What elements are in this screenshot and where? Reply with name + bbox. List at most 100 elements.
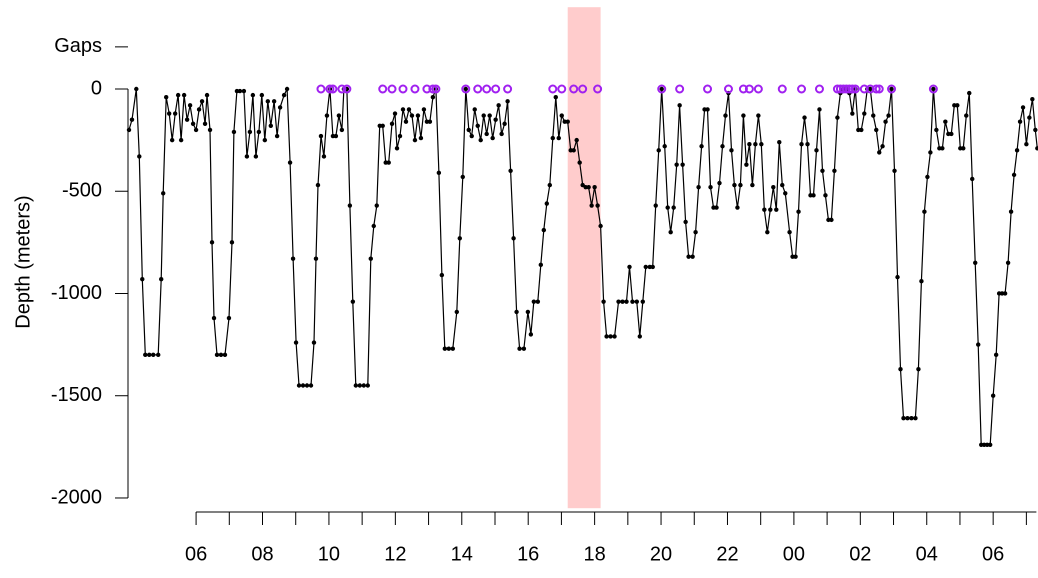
depth-point (412, 137, 418, 143)
depth-point (380, 123, 385, 129)
gap-marker (835, 84, 845, 94)
depth-point (147, 352, 152, 358)
x-tick-label: 20 (650, 543, 672, 565)
y-tick-label: -2000 (51, 486, 102, 508)
depth-point (817, 107, 822, 112)
x-tick-label: 04 (916, 543, 938, 565)
depth-point (463, 86, 468, 92)
depth-point (535, 299, 541, 304)
depth-point (993, 352, 999, 358)
depth-point (735, 205, 740, 210)
depth-point (1002, 291, 1008, 296)
depth-point (478, 137, 483, 143)
depth-point (777, 139, 782, 145)
depth-point (871, 113, 876, 118)
depth-point (577, 160, 582, 165)
depth-point (321, 154, 327, 159)
depth-point (922, 209, 927, 214)
depth-point (653, 203, 658, 208)
depth-point (389, 121, 395, 126)
depth-point (262, 137, 268, 143)
depth-point (496, 103, 501, 108)
depth-point (774, 207, 779, 212)
gap-marker (316, 84, 326, 94)
depth-point (747, 142, 752, 147)
depth-point (1017, 119, 1023, 124)
depth-point (589, 203, 594, 208)
gap-marker (850, 84, 860, 94)
depth-point (656, 148, 661, 153)
depth-point (284, 86, 290, 92)
depth-point (324, 113, 330, 118)
x-tick-label: 16 (517, 543, 539, 565)
depth-point (204, 92, 210, 98)
depth-point (214, 352, 220, 358)
depth-point (508, 168, 513, 173)
depth-point (556, 135, 561, 141)
depth-point (250, 92, 256, 98)
depth-point (699, 144, 704, 149)
depth-point (538, 262, 544, 268)
depth-point (802, 115, 807, 120)
depth-point (392, 111, 398, 116)
depth-point (799, 142, 804, 147)
depth-point (421, 107, 427, 112)
depth-point (528, 332, 534, 337)
x-tick-label: 08 (251, 543, 273, 565)
depth-point (832, 168, 837, 173)
depth-point (439, 272, 445, 278)
depth-point (1030, 97, 1035, 102)
gap-marker (844, 84, 854, 94)
depth-point (665, 205, 670, 210)
depth-point (436, 170, 442, 176)
depth-point (347, 203, 353, 208)
depth-point (765, 229, 770, 235)
gap-marker (503, 84, 513, 94)
depth-point (738, 182, 743, 188)
depth-point (256, 129, 262, 135)
depth-point (674, 162, 679, 167)
depth-point (247, 129, 253, 135)
depth-point (271, 99, 277, 104)
depth-point (620, 299, 625, 304)
depth-point (166, 111, 172, 116)
x-tick-label: 02 (849, 543, 871, 565)
gap-marker (473, 84, 483, 94)
y-tick-label: -1500 (51, 384, 102, 406)
depth-point (616, 299, 621, 304)
depth-point (970, 176, 975, 182)
depth-point (268, 123, 274, 129)
depth-point (662, 144, 667, 149)
gap-marker (841, 84, 851, 94)
depth-point (650, 264, 655, 270)
depth-point (796, 209, 801, 214)
depth-point (608, 334, 613, 339)
depth-point (484, 131, 489, 137)
depth-point (574, 137, 579, 143)
depth-point (964, 113, 969, 118)
depth-point (181, 92, 187, 98)
depth-point (161, 191, 166, 196)
depth-point (892, 168, 897, 173)
depth-point (598, 223, 603, 229)
depth-point (880, 144, 885, 149)
depth-point (386, 160, 391, 165)
depth-point (475, 123, 480, 129)
gap-marker (431, 84, 441, 94)
depth-point (553, 94, 558, 100)
depth-point (955, 103, 960, 108)
depth-point (209, 240, 215, 245)
depth-point (357, 383, 363, 388)
gap-marker (422, 84, 432, 94)
gap-marker (738, 84, 748, 94)
depth-point (1024, 142, 1029, 147)
depth-point (868, 86, 873, 92)
depth-point (601, 299, 606, 304)
depth-point (178, 137, 184, 143)
depth-point (976, 342, 981, 347)
gap-marker (578, 84, 588, 94)
depth-point (446, 346, 452, 351)
y-tick-label: 0 (91, 77, 102, 99)
depth-point (397, 133, 403, 139)
depth-point (374, 203, 379, 208)
